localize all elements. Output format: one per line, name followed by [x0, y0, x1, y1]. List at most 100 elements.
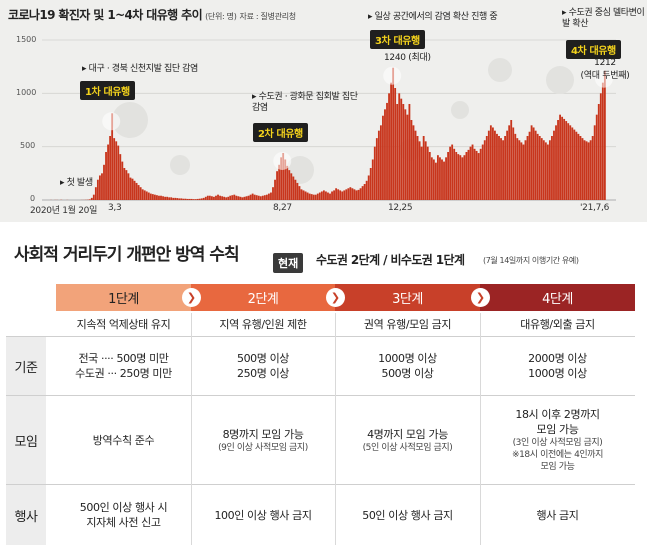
chart-bar	[561, 116, 564, 200]
chart-bar	[538, 136, 541, 200]
chevron-right-icon: ❯	[326, 288, 345, 307]
level-desc: 대유행/외출 금지	[520, 317, 595, 331]
chart-bar	[567, 123, 570, 200]
cell-line: 전국 ···· 500명 미만	[78, 352, 169, 365]
cell-line: 1000명 이상	[528, 367, 587, 380]
chart-bar	[506, 130, 509, 200]
cell-line: 지자체 사전 신고	[86, 516, 161, 529]
chart-bar	[327, 192, 329, 200]
x-tick-label: 2020년 1월 20일	[30, 206, 98, 216]
chart-bar	[414, 130, 417, 200]
chart-bar	[546, 144, 549, 200]
wave1-badge: 1차 대유행	[80, 81, 135, 100]
peak-glow	[383, 66, 402, 85]
chart-bar	[119, 154, 122, 200]
row-header-gathering: 모임	[6, 396, 46, 484]
chart-bar	[477, 153, 480, 200]
chart-bar	[394, 88, 397, 200]
chart-bar	[133, 180, 136, 200]
chart-bar	[219, 195, 221, 200]
chart-bar	[198, 198, 201, 200]
chart-bar	[178, 198, 181, 200]
chart-bar	[247, 195, 250, 200]
chart-bar	[263, 195, 266, 200]
chart-bar	[231, 195, 234, 200]
annotation-wave3: ▸ 일상 공간에서의 감염 확산 진행 중	[368, 12, 498, 22]
chart-bar	[467, 149, 470, 200]
chart-bar	[559, 114, 561, 200]
chart-bar	[151, 194, 154, 200]
chart-bar	[471, 144, 474, 200]
chart-bar	[377, 130, 380, 200]
chart-bar	[534, 130, 537, 200]
chart-bar	[259, 196, 262, 200]
current-level: 수도권 2단계 / 비수도권 1단계	[316, 253, 465, 267]
chart-bar	[325, 191, 327, 200]
chart-bar	[111, 113, 114, 200]
chart-bar	[229, 195, 232, 200]
chart-bar	[445, 157, 447, 200]
chart-source: 자료 : 질병관리청	[239, 12, 297, 21]
chart-bar	[204, 196, 207, 200]
level-desc: 권역 유행/모임 금지	[363, 317, 452, 331]
chart-bar	[149, 193, 152, 200]
chart-bar	[206, 195, 209, 200]
chart-bar	[94, 187, 97, 200]
chart-bar	[192, 199, 195, 200]
chart-bar	[162, 196, 164, 200]
peak-glow	[102, 112, 121, 131]
chart-bar	[449, 146, 452, 200]
divider	[335, 313, 336, 545]
policy-table: 사회적 거리두기 개편안 방역 수칙 현재 수도권 2단계 / 비수도권 1단계…	[0, 222, 647, 546]
chart-title: 코로나19 확진자 및 1~4차 대유행 추이 (단위: 명) 자료 : 질병관리청	[8, 6, 296, 23]
chart-bar	[176, 198, 179, 200]
chart-bar	[532, 127, 535, 200]
chart-bar	[375, 138, 378, 200]
cell-line: 수도권 ··· 250명 미만	[75, 367, 172, 380]
chart-bar	[235, 195, 238, 200]
chart-bar	[585, 141, 588, 200]
chart-bar	[239, 196, 242, 200]
annotation-text: 대구 · 경북 신천지발 집단 감염	[88, 64, 199, 74]
chart-bar	[437, 155, 439, 200]
chart-bar	[117, 145, 120, 200]
chart-bar	[508, 125, 511, 200]
cell-line: 행사 금지	[536, 508, 579, 522]
chart-bar	[166, 196, 169, 200]
chart-bar	[557, 120, 559, 200]
chart-bar	[518, 140, 521, 200]
chart-bar	[349, 187, 352, 200]
chart-bar	[109, 136, 112, 200]
chart-bar	[255, 195, 258, 200]
y-tick-label: 500	[20, 141, 36, 150]
chart-bar	[211, 196, 213, 200]
chart-bar	[270, 192, 272, 200]
chart-bar	[603, 70, 606, 200]
chart-bar	[310, 194, 313, 200]
chart-bar	[300, 189, 303, 200]
chart-bar	[135, 182, 138, 200]
chart-bar	[516, 138, 519, 200]
annotation-wave1: ▸ 대구 · 경북 신천지발 집단 감염	[82, 64, 199, 74]
chart-bar	[496, 133, 498, 200]
chart-bar	[571, 127, 574, 200]
chart-bar	[392, 67, 395, 200]
chart-bar	[514, 133, 517, 200]
chart-bar	[241, 197, 244, 200]
events-level-1: 500인 이상 행사 시 지자체 사전 신고	[56, 485, 191, 545]
criteria-level-1: 전국 ···· 500명 미만 수도권 ··· 250명 미만	[56, 337, 191, 395]
chart-bar	[373, 146, 376, 200]
chart-bar	[180, 198, 183, 200]
row-header-criteria: 기준	[6, 337, 46, 395]
chart-bar	[170, 197, 173, 200]
chart-bar	[257, 195, 260, 200]
chart-bar	[139, 187, 142, 200]
chart-bar	[469, 146, 472, 200]
chart-bar	[202, 197, 205, 200]
divider	[480, 313, 481, 545]
chart-bar	[253, 194, 256, 200]
chart-bar	[251, 193, 254, 200]
virus-decoration	[546, 66, 574, 94]
chart-bar	[512, 127, 515, 200]
chart-bar	[302, 190, 305, 200]
